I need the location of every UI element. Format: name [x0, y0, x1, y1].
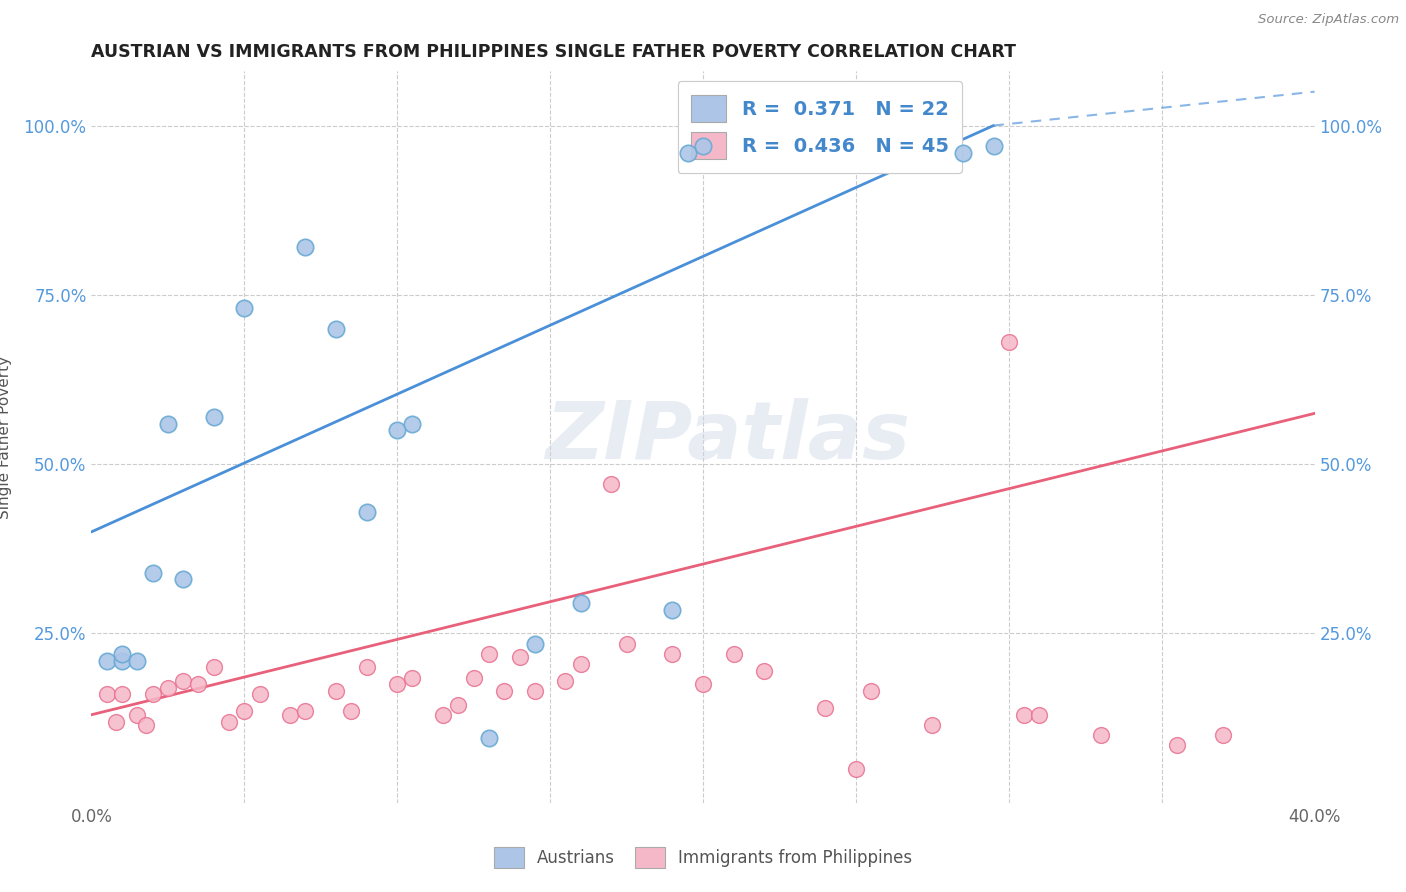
- Point: [1012, 707, 1035, 722]
- Legend: R =  0.371   N = 22, R =  0.436   N = 45: R = 0.371 N = 22, R = 0.436 N = 45: [678, 81, 962, 173]
- Point: [218, 714, 240, 729]
- Point: [356, 660, 378, 674]
- Point: [202, 660, 225, 674]
- Point: [692, 677, 714, 691]
- Point: [104, 714, 127, 729]
- Point: [676, 145, 699, 160]
- Text: AUSTRIAN VS IMMIGRANTS FROM PHILIPPINES SINGLE FATHER POVERTY CORRELATION CHART: AUSTRIAN VS IMMIGRANTS FROM PHILIPPINES …: [91, 44, 1017, 62]
- Point: [478, 731, 501, 746]
- Point: [385, 677, 409, 691]
- Point: [860, 684, 883, 698]
- Point: [111, 647, 134, 661]
- Point: [233, 705, 256, 719]
- Point: [111, 654, 134, 668]
- Point: [1212, 728, 1234, 742]
- Point: [401, 417, 423, 431]
- Point: [172, 673, 194, 688]
- Point: [845, 762, 868, 776]
- Point: [569, 596, 592, 610]
- Point: [1028, 707, 1050, 722]
- Point: [294, 705, 316, 719]
- Point: [494, 684, 516, 698]
- Point: [814, 701, 837, 715]
- Point: [172, 572, 194, 586]
- Point: [401, 671, 423, 685]
- Point: [432, 707, 454, 722]
- Point: [325, 322, 347, 336]
- Point: [1090, 728, 1112, 742]
- Point: [509, 650, 531, 665]
- Point: [523, 637, 546, 651]
- Point: [523, 684, 546, 698]
- Point: [463, 671, 485, 685]
- Point: [661, 603, 683, 617]
- Point: [952, 145, 974, 160]
- Point: [202, 409, 225, 424]
- Point: [278, 707, 301, 722]
- Point: [141, 688, 163, 702]
- Point: [447, 698, 470, 712]
- Point: [135, 718, 157, 732]
- Point: [478, 647, 501, 661]
- Point: [554, 673, 576, 688]
- Point: [600, 477, 623, 491]
- Text: ZIPatlas: ZIPatlas: [546, 398, 910, 476]
- Point: [1166, 738, 1188, 752]
- Point: [723, 647, 745, 661]
- Point: [692, 139, 714, 153]
- Point: [754, 664, 776, 678]
- Point: [141, 566, 163, 580]
- Point: [616, 637, 638, 651]
- Text: Source: ZipAtlas.com: Source: ZipAtlas.com: [1258, 13, 1399, 27]
- Point: [96, 654, 118, 668]
- Point: [661, 647, 683, 661]
- Point: [325, 684, 347, 698]
- Point: [156, 681, 179, 695]
- Point: [385, 423, 409, 437]
- Point: [356, 505, 378, 519]
- Point: [294, 240, 316, 254]
- Point: [998, 335, 1021, 350]
- Point: [127, 707, 149, 722]
- Point: [921, 718, 943, 732]
- Y-axis label: Single Father Poverty: Single Father Poverty: [0, 356, 13, 518]
- Point: [96, 688, 118, 702]
- Point: [187, 677, 209, 691]
- Point: [127, 654, 149, 668]
- Point: [569, 657, 592, 671]
- Point: [983, 139, 1005, 153]
- Point: [249, 688, 271, 702]
- Legend: Austrians, Immigrants from Philippines: Austrians, Immigrants from Philippines: [486, 840, 920, 875]
- Point: [156, 417, 179, 431]
- Point: [111, 688, 134, 702]
- Point: [233, 301, 256, 316]
- Point: [340, 705, 363, 719]
